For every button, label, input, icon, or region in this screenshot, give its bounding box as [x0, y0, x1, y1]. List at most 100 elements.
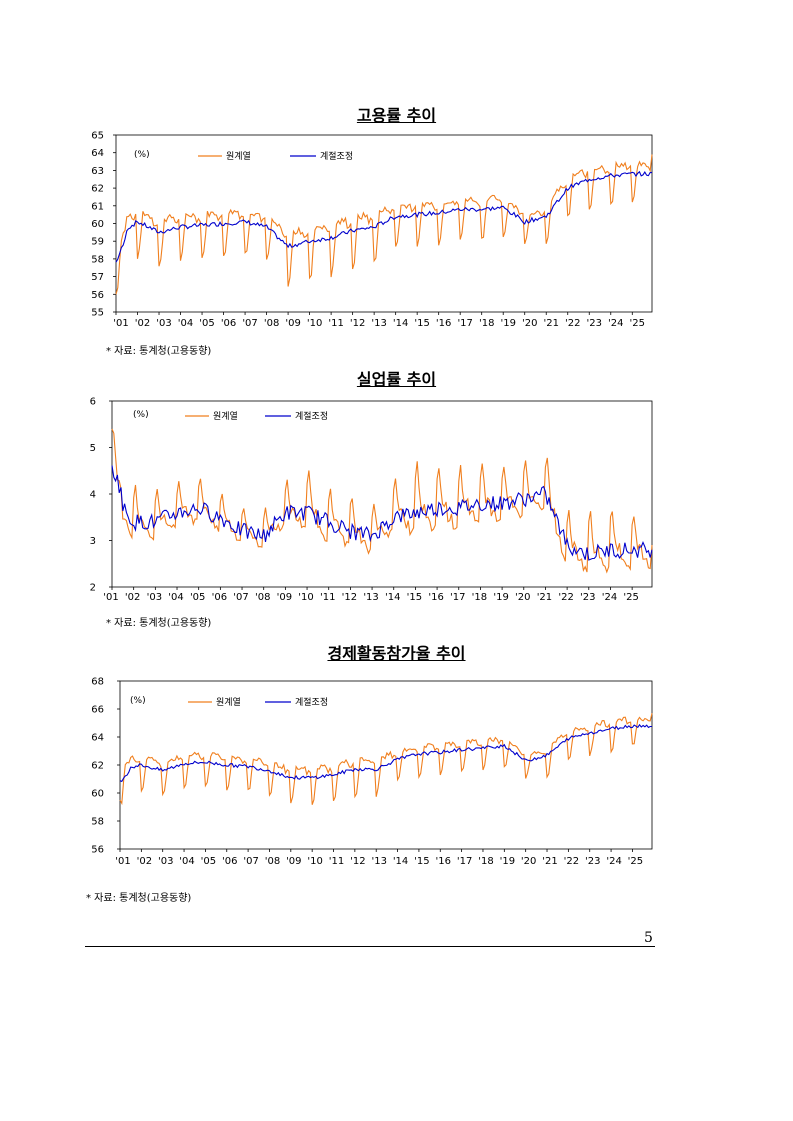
x-tick-label: '12 — [350, 318, 365, 329]
y-tick-label: 56 — [91, 845, 104, 856]
legend-original-label: 원계열 — [226, 150, 251, 162]
unit-label: (%) — [130, 696, 146, 706]
x-tick-label: '21 — [543, 318, 558, 329]
x-tick-label: '13 — [363, 592, 378, 603]
x-tick-label: '25 — [628, 856, 643, 867]
x-tick-label: '04 — [179, 856, 194, 867]
footer-rule — [85, 946, 655, 947]
plot-frame — [111, 400, 653, 588]
x-tick-label: '04 — [178, 318, 193, 329]
x-tick-label: '11 — [320, 592, 335, 603]
x-tick-label: '07 — [243, 856, 258, 867]
x-tick-label: '05 — [199, 318, 214, 329]
y-tick-label: 57 — [91, 272, 104, 283]
employment-rate-title: 고용률 추이 — [356, 106, 437, 125]
legend-adjusted-label: 계절조정 — [295, 696, 328, 708]
y-tick-label: 55 — [91, 308, 104, 319]
x-tick-label: '06 — [221, 318, 236, 329]
x-tick-label: '09 — [286, 856, 301, 867]
x-tick-label: '17 — [457, 318, 472, 329]
x-tick-label: '25 — [630, 318, 645, 329]
x-tick-label: '19 — [500, 856, 515, 867]
x-tick-label: '15 — [414, 318, 429, 329]
x-tick-label: '18 — [472, 592, 487, 603]
x-tick-label: '24 — [602, 592, 617, 603]
y-tick-label: 65 — [91, 131, 104, 142]
x-tick-label: '14 — [393, 318, 408, 329]
x-tick-label: '24 — [606, 856, 621, 867]
y-tick-label: 56 — [91, 290, 104, 301]
x-tick-label: '15 — [407, 592, 422, 603]
x-tick-label: '21 — [542, 856, 557, 867]
y-tick-label: 64 — [91, 733, 104, 744]
y-tick-label: 3 — [90, 536, 96, 547]
x-tick-label: '16 — [436, 318, 451, 329]
x-tick-label: '20 — [515, 592, 530, 603]
x-tick-label: '25 — [623, 592, 638, 603]
x-tick-label: '18 — [479, 318, 494, 329]
x-tick-label: '22 — [565, 318, 580, 329]
legend-original-label: 원계열 — [216, 696, 241, 708]
x-tick-label: '17 — [457, 856, 472, 867]
x-tick-label: '05 — [201, 856, 216, 867]
y-tick-label: 62 — [91, 184, 104, 195]
y-tick-label: 66 — [91, 705, 104, 716]
y-tick-label: 58 — [91, 254, 104, 265]
x-tick-label: '16 — [428, 592, 443, 603]
x-tick-label: '07 — [233, 592, 248, 603]
y-tick-label: 68 — [91, 677, 104, 688]
x-tick-label: '23 — [585, 856, 600, 867]
unemployment-rate-source: * 자료: 통계청(고용동향) — [106, 618, 212, 629]
y-tick-label: 58 — [91, 817, 104, 828]
x-tick-label: '24 — [608, 318, 623, 329]
y-tick-label: 59 — [91, 237, 104, 248]
unit-label: (%) — [133, 410, 149, 420]
x-tick-label: '23 — [580, 592, 595, 603]
x-tick-label: '10 — [307, 856, 322, 867]
legend-adjusted-label: 계절조정 — [320, 150, 353, 162]
x-tick-label: '10 — [298, 592, 313, 603]
original-series-line — [115, 154, 653, 295]
x-tick-label: '07 — [242, 318, 257, 329]
x-tick-label: '14 — [393, 856, 408, 867]
x-tick-label: '01 — [115, 856, 130, 867]
original-series-line — [111, 428, 653, 574]
x-tick-label: '17 — [450, 592, 465, 603]
y-tick-label: 5 — [90, 443, 96, 454]
unemployment-rate-title: 실업률 추이 — [356, 370, 437, 389]
x-tick-label: '22 — [564, 856, 579, 867]
x-tick-label: '06 — [212, 592, 227, 603]
x-tick-label: '13 — [371, 856, 386, 867]
x-tick-label: '09 — [285, 318, 300, 329]
x-tick-label: '12 — [342, 592, 357, 603]
x-tick-label: '04 — [168, 592, 183, 603]
x-tick-label: '21 — [537, 592, 552, 603]
participation-rate-title: 경제활동참가율 추이 — [327, 644, 466, 663]
x-tick-label: '19 — [500, 318, 515, 329]
x-tick-label: '02 — [137, 856, 152, 867]
y-tick-label: 64 — [91, 148, 104, 159]
x-tick-label: '22 — [558, 592, 573, 603]
y-tick-label: 4 — [90, 490, 96, 501]
x-tick-label: '03 — [147, 592, 162, 603]
x-tick-label: '08 — [255, 592, 270, 603]
x-tick-label: '16 — [436, 856, 451, 867]
y-tick-label: 63 — [91, 166, 104, 177]
adjusted-series-line — [111, 465, 653, 561]
unit-label: (%) — [134, 150, 150, 160]
x-tick-label: '13 — [371, 318, 386, 329]
x-tick-label: '11 — [329, 856, 344, 867]
x-tick-label: '05 — [190, 592, 205, 603]
x-tick-label: '15 — [414, 856, 429, 867]
x-tick-label: '08 — [265, 856, 280, 867]
adjusted-series-line — [115, 170, 653, 263]
participation-rate-source: * 자료: 통계청(고용동향) — [86, 893, 192, 904]
x-tick-label: '23 — [587, 318, 602, 329]
x-tick-label: '06 — [222, 856, 237, 867]
x-tick-label: '12 — [350, 856, 365, 867]
x-tick-label: '18 — [478, 856, 493, 867]
y-tick-label: 6 — [90, 397, 96, 408]
x-tick-label: '20 — [522, 318, 537, 329]
x-tick-label: '10 — [307, 318, 322, 329]
legend-adjusted-label: 계절조정 — [295, 410, 328, 422]
